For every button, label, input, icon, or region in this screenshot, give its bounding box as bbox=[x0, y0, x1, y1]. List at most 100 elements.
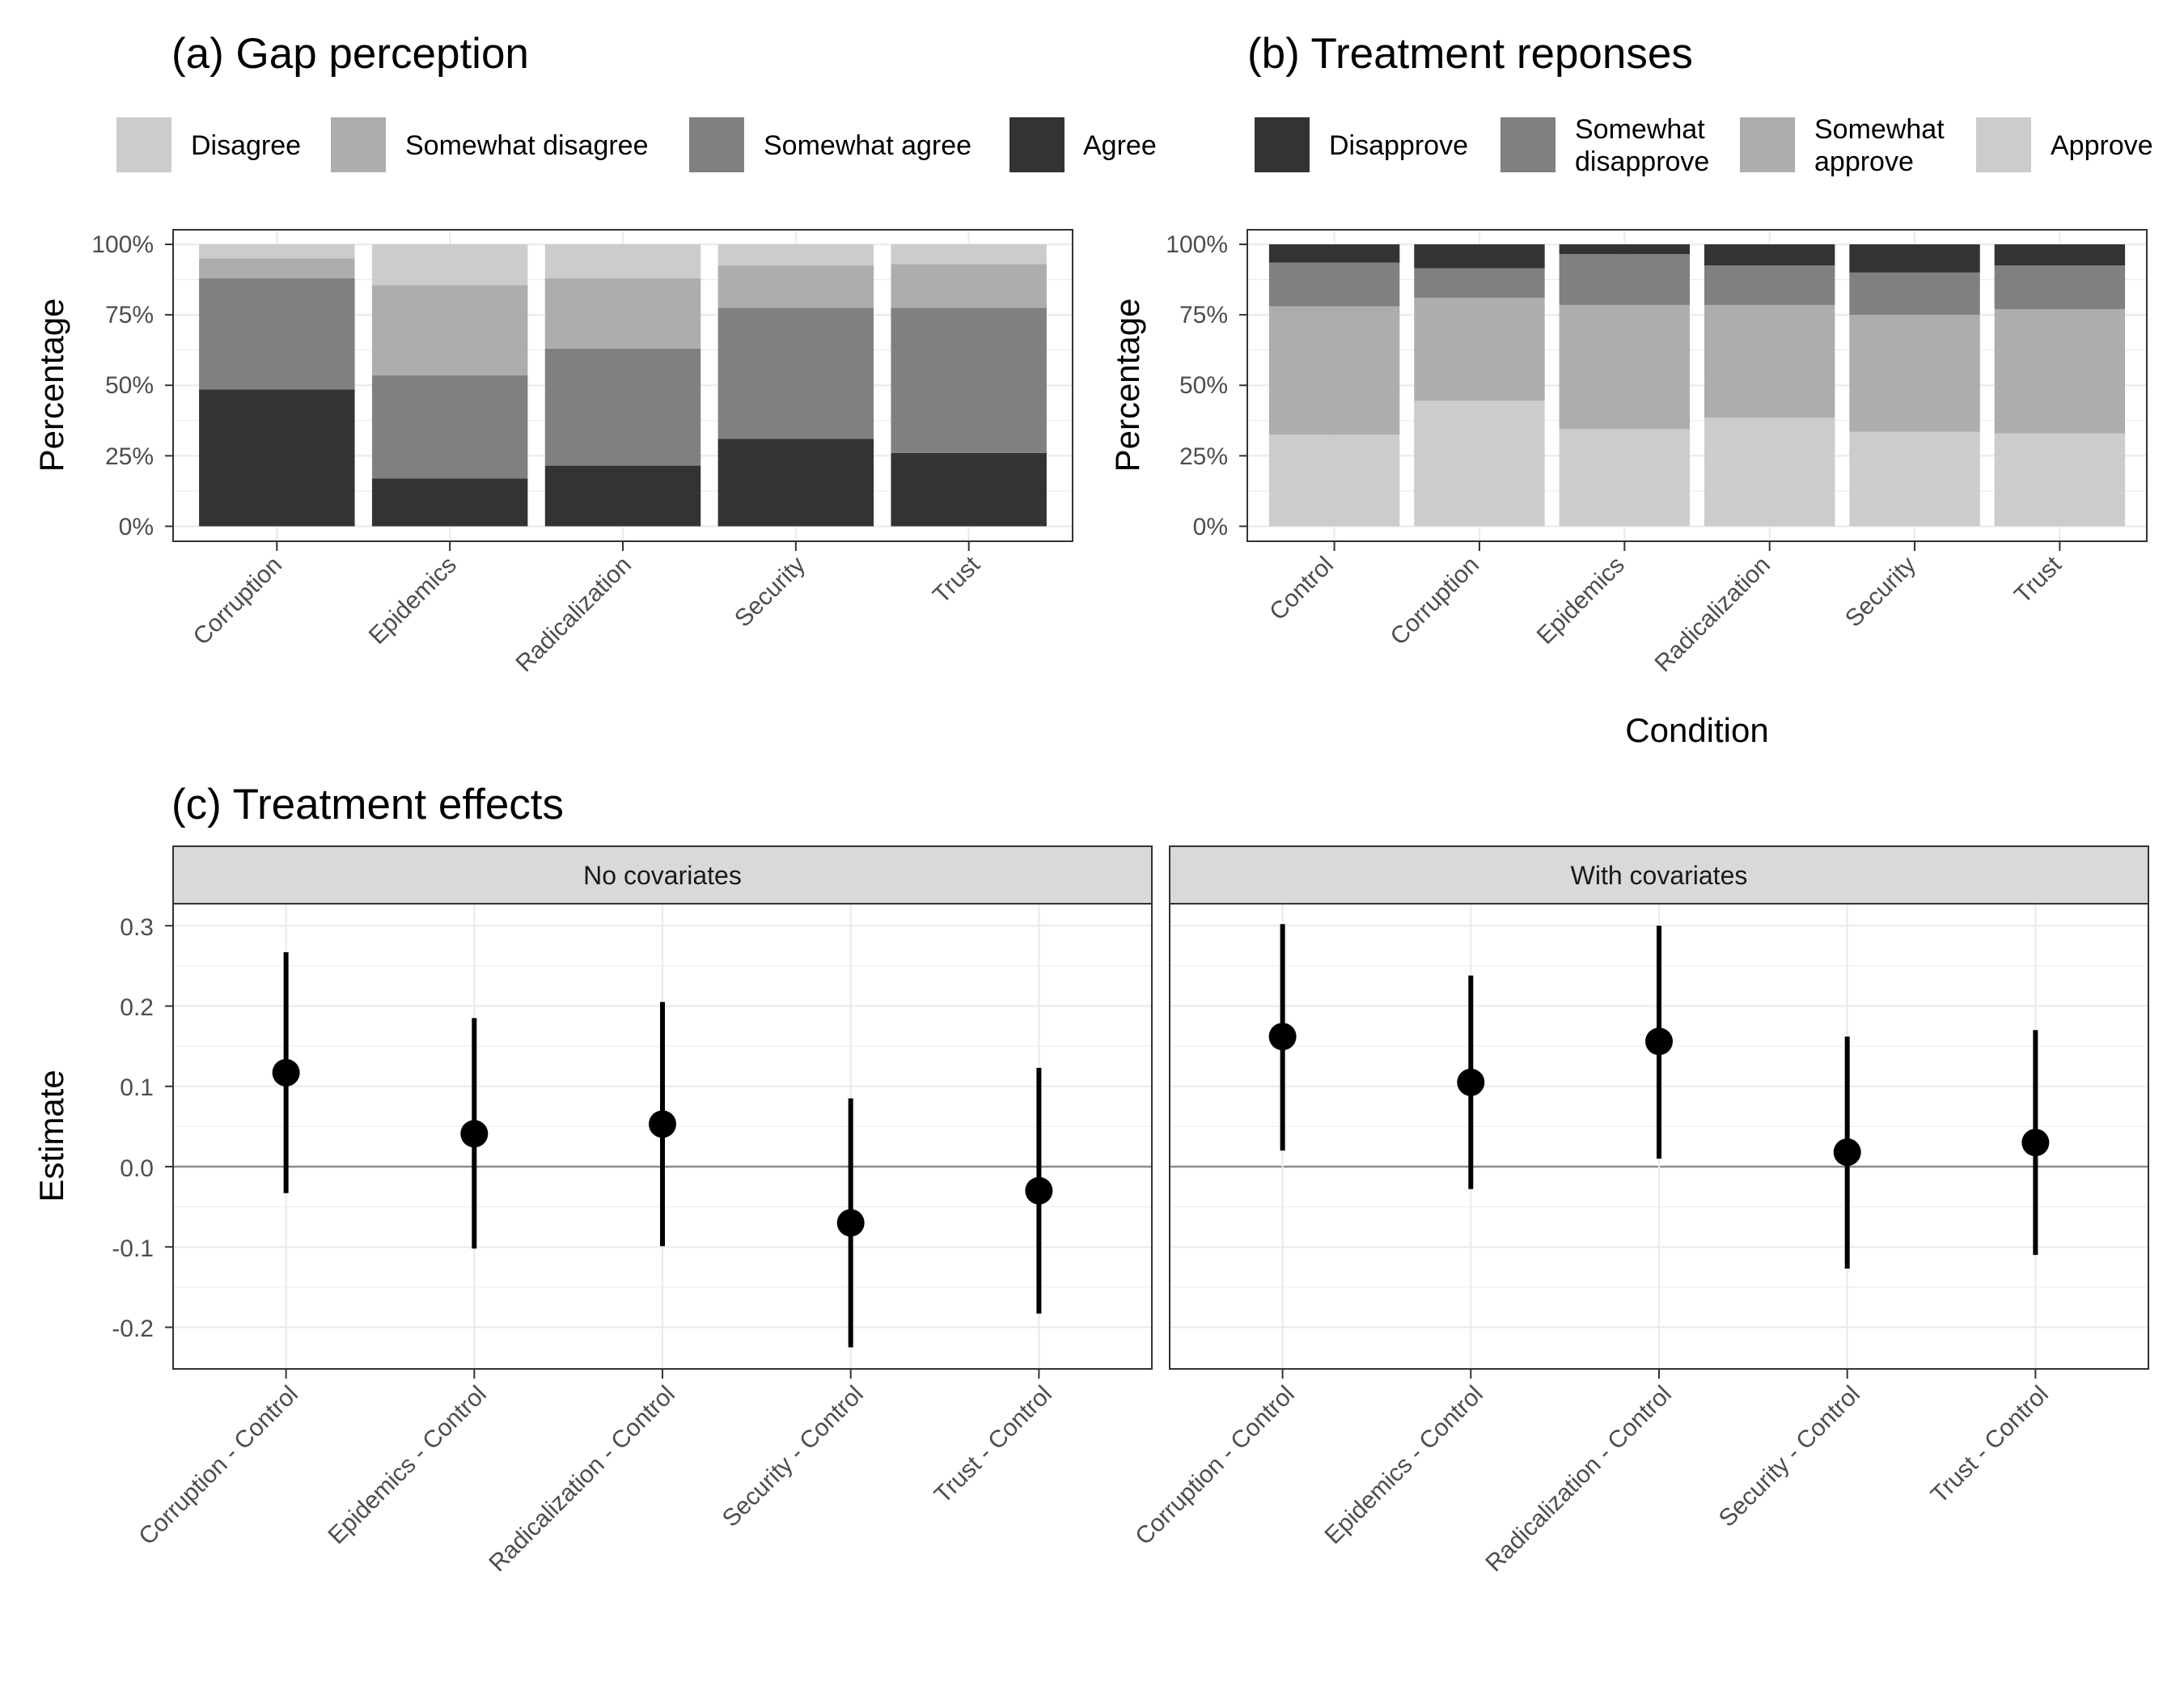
a-bar-radicalization-agree bbox=[544, 465, 701, 527]
a-bar-epidemics-somewhat-agree bbox=[371, 375, 528, 479]
a-xtick-label-epidemics: Epidemics bbox=[364, 552, 462, 650]
c-1-point-radicalization-control bbox=[1645, 1027, 1673, 1056]
panel-c-treatment-effects: (c) Treatment effects No covariates With… bbox=[32, 781, 2149, 1578]
b-bar-radicalization-disapprove bbox=[1704, 244, 1835, 266]
panel-c-right-pointranges bbox=[1268, 924, 2050, 1269]
panel-a-title: (a) Gap perception bbox=[171, 30, 529, 78]
b-bar-epidemics-disapprove bbox=[1559, 244, 1691, 255]
b-bar-control-disapprove bbox=[1268, 244, 1400, 263]
c-0-point-epidemics-control bbox=[460, 1120, 489, 1148]
b-xtick-label-epidemics: Epidemics bbox=[1532, 552, 1630, 650]
panel-b-x-axis-labels: Control Corruption Epidemics Radicalizat… bbox=[1264, 551, 2067, 677]
b-ytick-label-75: 75% bbox=[1179, 302, 1228, 328]
b-bar-control-somewhat-disapprove bbox=[1268, 262, 1400, 307]
legend-a-key-agree bbox=[1009, 117, 1064, 172]
c-right-xtick-label-corruption: Corruption - Control bbox=[1130, 1381, 1300, 1551]
legend-a-key-somewhat-agree bbox=[689, 117, 744, 172]
b-bar-security-somewhat-approve bbox=[1849, 315, 1980, 432]
a-bar-radicalization-disagree bbox=[544, 244, 701, 278]
legend-a-label-disagree: Disagree bbox=[191, 130, 301, 161]
panel-c-y-axis: -0.2 -0.1 0.0 0.1 0.2 0.3 bbox=[112, 914, 173, 1342]
c-1-point-epidemics-control bbox=[1457, 1068, 1485, 1096]
a-xtick-label-security: Security bbox=[730, 552, 811, 633]
a-bar-trust-somewhat-disagree bbox=[891, 264, 1047, 308]
b-bar-trust-somewhat-approve bbox=[1994, 309, 2126, 434]
b-xtick-label-corruption: Corruption bbox=[1386, 552, 1484, 650]
legend-b-key-disapprove bbox=[1255, 117, 1310, 172]
b-ytick-label-100: 100% bbox=[1166, 231, 1228, 258]
panel-b-x-ticks bbox=[1333, 541, 2061, 551]
facet-strip-no-covariates bbox=[172, 845, 1153, 905]
c-right-xtick-label-security: Security - Control bbox=[1714, 1381, 1865, 1532]
c-left-xtick-label-trust: Trust - Control bbox=[929, 1381, 1057, 1509]
a-bar-epidemics-agree bbox=[371, 478, 528, 527]
panel-c-x-ticks bbox=[285, 1369, 2037, 1379]
panel-b-y-axis: 0% 25% 50% 75% 100% bbox=[1166, 231, 1247, 540]
b-ytick-label-0: 0% bbox=[1193, 514, 1228, 540]
b-bar-corruption-disapprove bbox=[1414, 244, 1545, 269]
b-bar-epidemics-somewhat-approve bbox=[1559, 304, 1691, 430]
b-bar-control-approve bbox=[1268, 434, 1400, 527]
a-xtick-label-trust: Trust bbox=[928, 551, 985, 608]
b-xtick-label-trust: Trust bbox=[2009, 551, 2067, 608]
c-ytick-label-m01: -0.1 bbox=[112, 1235, 154, 1262]
a-xtick-label-radicalization: Radicalization bbox=[511, 552, 637, 677]
b-bar-security-somewhat-disapprove bbox=[1849, 272, 1980, 316]
a-bar-security-agree bbox=[717, 439, 874, 527]
b-bar-trust-approve bbox=[1994, 433, 2126, 527]
panel-a-x-axis-labels: Corruption Epidemics Radicalization Secu… bbox=[188, 551, 986, 677]
b-bar-radicalization-somewhat-disapprove bbox=[1704, 265, 1835, 305]
legend-a-label-somewhat-disagree: Somewhat disagree bbox=[405, 130, 649, 161]
c-ytick-label-m02: -0.2 bbox=[112, 1316, 154, 1342]
c-0-point-corruption-control bbox=[272, 1058, 300, 1087]
panel-a-x-ticks bbox=[276, 541, 970, 551]
c-ytick-label-03: 0.3 bbox=[120, 914, 154, 941]
legend-a-key-disagree bbox=[116, 117, 171, 172]
facet-strip-label-no-covariates: No covariates bbox=[583, 861, 742, 890]
panel-b-bars bbox=[1268, 244, 2126, 527]
a-bar-epidemics-disagree bbox=[371, 244, 528, 286]
a-bar-epidemics-somewhat-disagree bbox=[371, 285, 528, 376]
panel-c-right-x-axis-labels: Corruption - Control Epidemics - Control… bbox=[1130, 1381, 2054, 1578]
a-xtick-label-corruption: Corruption bbox=[188, 552, 287, 650]
b-bar-corruption-approve bbox=[1414, 400, 1545, 527]
panel-c-title: (c) Treatment effects bbox=[171, 781, 564, 828]
b-bar-trust-disapprove bbox=[1994, 244, 2126, 266]
c-left-xtick-label-corruption: Corruption - Control bbox=[133, 1381, 303, 1551]
a-bar-trust-disagree bbox=[891, 244, 1047, 265]
panel-b-treatment-responses: (b) Treatment reponses Disapprove Somewh… bbox=[1108, 30, 2153, 749]
legend-a-label-agree: Agree bbox=[1083, 130, 1157, 161]
a-bar-corruption-somewhat-agree bbox=[199, 278, 355, 390]
legend-b-label-somewhat-disapprove-line1: Somewhat bbox=[1575, 114, 1705, 145]
a-bar-radicalization-somewhat-disagree bbox=[544, 278, 701, 349]
b-xtick-label-radicalization: Radicalization bbox=[1650, 552, 1776, 677]
panel-a-y-axis-title: Percentage bbox=[32, 299, 70, 472]
c-ytick-label-01: 0.1 bbox=[120, 1074, 154, 1101]
panel-a-bars bbox=[199, 244, 1047, 527]
panel-c-y-axis-title: Estimate bbox=[32, 1070, 70, 1201]
c-left-xtick-label-epidemics: Epidemics - Control bbox=[324, 1381, 492, 1549]
b-bar-radicalization-approve bbox=[1704, 417, 1835, 527]
c-left-xtick-label-radicalization: Radicalization - Control bbox=[484, 1381, 680, 1578]
b-bar-security-disapprove bbox=[1849, 244, 1980, 273]
legend-b-label-somewhat-approve-line1: Somewhat bbox=[1814, 114, 1945, 145]
c-1-point-security-control bbox=[1833, 1138, 1861, 1167]
legend-b-key-somewhat-approve bbox=[1740, 117, 1795, 172]
b-xtick-label-control: Control bbox=[1264, 552, 1339, 626]
panel-b-y-axis-title: Percentage bbox=[1108, 299, 1146, 472]
panel-a-gap-perception: (a) Gap perception Disagree Somewhat dis… bbox=[32, 30, 1157, 677]
c-1-point-corruption-control bbox=[1268, 1023, 1297, 1051]
legend-b-label-disapprove: Disapprove bbox=[1329, 130, 1468, 161]
legend-b-key-approve bbox=[1976, 117, 2031, 172]
panel-a-y-axis: 0% 25% 50% 75% 100% bbox=[91, 231, 173, 540]
c-0-point-security-control bbox=[836, 1209, 865, 1237]
legend-a-label-somewhat-agree: Somewhat agree bbox=[764, 130, 971, 161]
a-bar-corruption-agree bbox=[199, 389, 355, 527]
c-right-xtick-label-epidemics: Epidemics - Control bbox=[1320, 1381, 1488, 1549]
a-bar-security-somewhat-agree bbox=[717, 307, 874, 439]
c-ytick-label-00: 0.0 bbox=[120, 1155, 154, 1182]
panel-b-x-axis-title: Condition bbox=[1625, 711, 1768, 749]
a-bar-security-disagree bbox=[717, 244, 874, 266]
a-bar-corruption-somewhat-disagree bbox=[199, 258, 355, 278]
